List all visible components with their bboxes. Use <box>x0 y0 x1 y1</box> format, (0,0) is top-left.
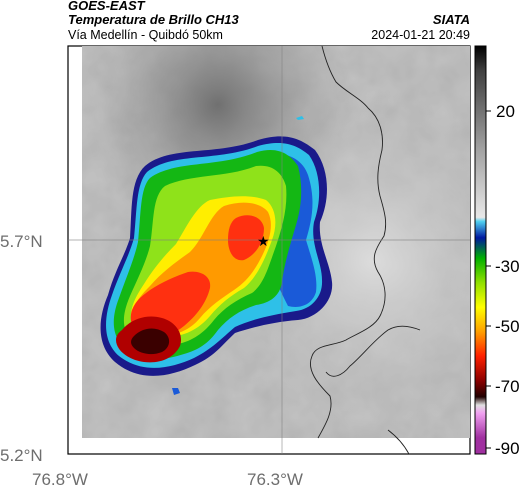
timestamp: 2024-01-21 20:49 <box>371 28 470 42</box>
colorbar-tick-20: 20 <box>496 102 515 121</box>
colorbar-tick-neg90: -90 <box>495 439 520 458</box>
colorbar-gradient <box>474 45 487 455</box>
colorbar-tick-neg50: -50 <box>495 317 520 336</box>
convective-cloud <box>100 116 333 395</box>
satellite-image: ★ <box>68 46 470 454</box>
lat-tick-5-7: 5.7°N <box>0 232 43 251</box>
coastlines <box>310 46 421 454</box>
location-star-icon: ★ <box>257 234 270 250</box>
colorbar-tick-neg70: -70 <box>495 377 520 396</box>
product-title: Temperatura de Brillo CH13 <box>68 12 239 27</box>
colorbar-tick-neg30: -30 <box>495 257 520 276</box>
satellite-name: GOES-EAST <box>68 0 145 13</box>
lon-tick-76-8: 76.8°W <box>32 470 88 489</box>
region-subtitle: Vía Medellín - Quibdó 50km <box>68 28 223 42</box>
lon-tick-76-3: 76.3°W <box>247 470 303 489</box>
agency-label: SIATA <box>432 12 470 27</box>
gridlines <box>68 46 470 454</box>
colorbar: 20 -30 -50 -70 -90 <box>474 45 520 458</box>
lat-tick-5-2: 5.2°N <box>0 446 43 465</box>
